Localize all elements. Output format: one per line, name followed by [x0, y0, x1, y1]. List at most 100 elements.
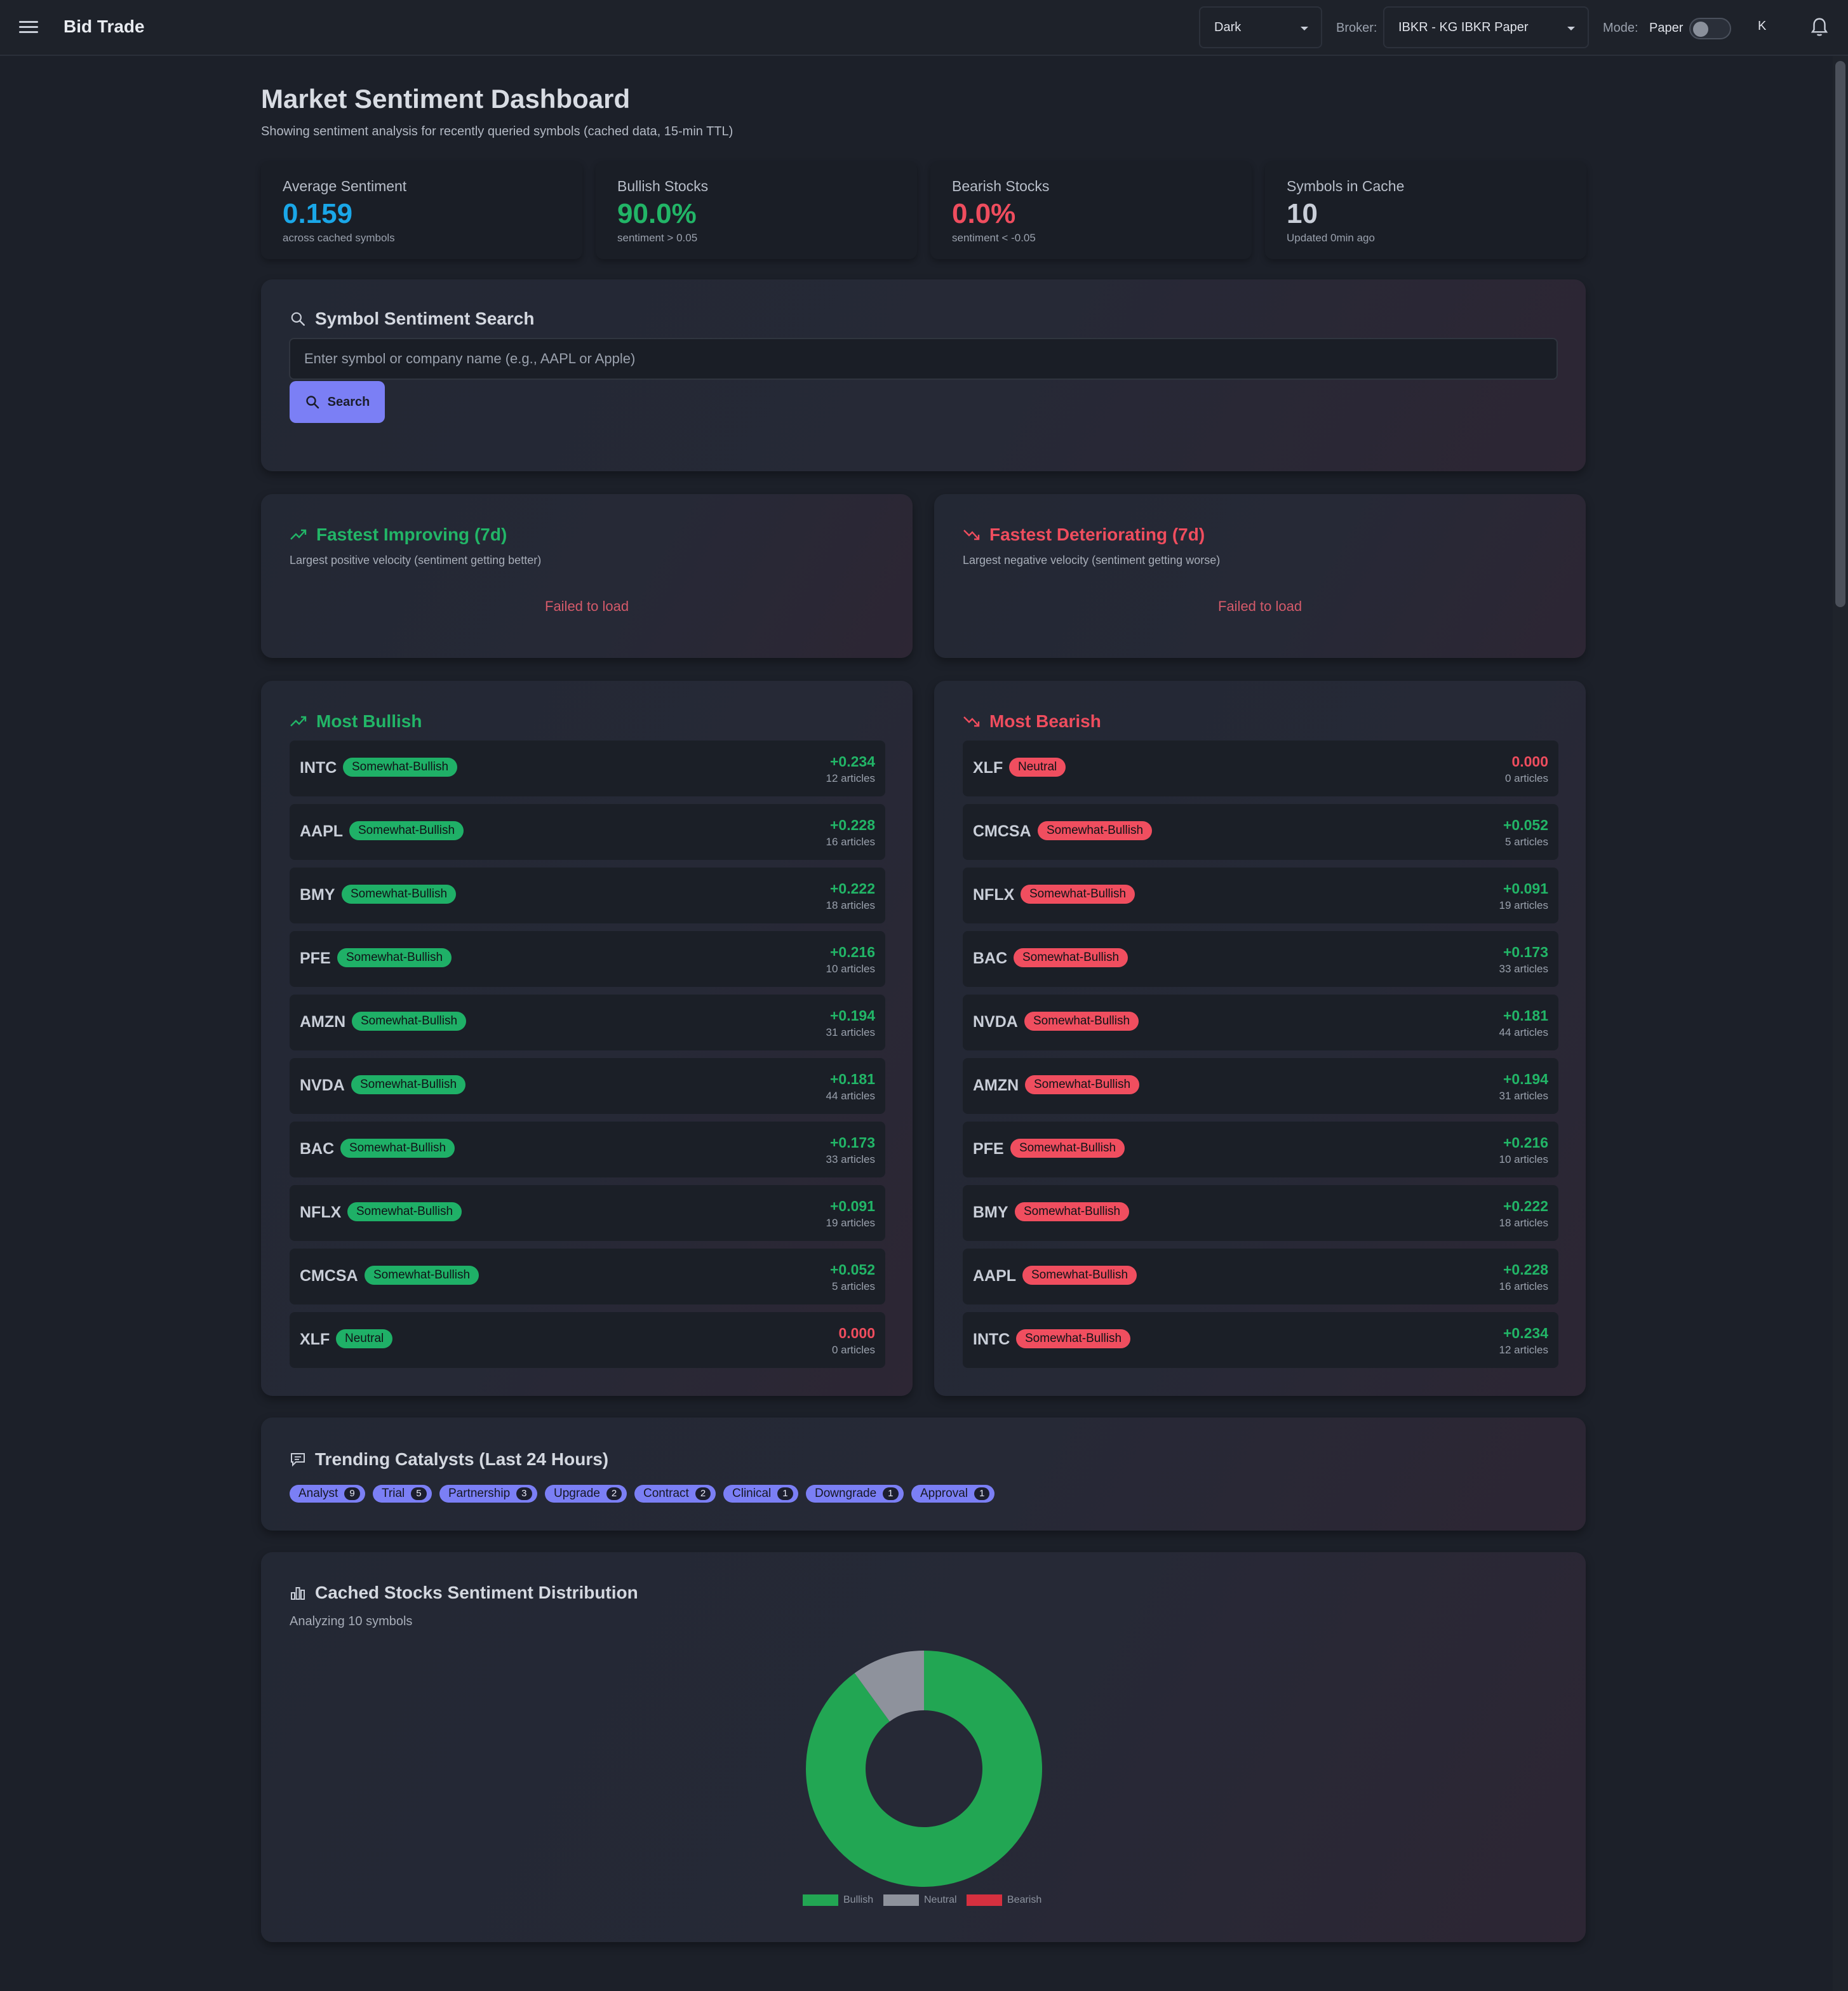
sentiment-row-amzn[interactable]: AMZN Somewhat-Bullish +0.194 31 articles	[963, 1058, 1558, 1114]
sentiment-row-pfe[interactable]: PFE Somewhat-Bullish +0.216 10 articles	[290, 931, 885, 987]
sentiment-row-cmcsa[interactable]: CMCSA Somewhat-Bullish +0.052 5 articles	[290, 1249, 885, 1304]
sentiment-badge: Somewhat-Bullish	[1010, 1139, 1125, 1158]
catalyst-label: Partnership	[448, 1487, 511, 1500]
mode-value: Paper	[1649, 21, 1684, 35]
theme-select[interactable]: Dark	[1199, 6, 1322, 48]
stat-title: Bullish Stocks	[617, 178, 709, 194]
row-article-count: 31 articles	[1499, 1090, 1548, 1102]
sentiment-row-amzn[interactable]: AMZN Somewhat-Bullish +0.194 31 articles	[290, 995, 885, 1050]
bell-icon[interactable]	[1810, 17, 1829, 38]
row-symbol: AMZN	[973, 1076, 1019, 1094]
search-title-text: Symbol Sentiment Search	[315, 309, 535, 328]
stat-card-average-sentiment: Average Sentiment 0.159 across cached sy…	[261, 161, 582, 259]
fastest-improving-title: Fastest Improving (7d)	[290, 525, 507, 545]
row-article-count: 10 articles	[1499, 1153, 1548, 1165]
sentiment-badge: Somewhat-Bullish	[1015, 1202, 1130, 1221]
trending-up-icon	[290, 716, 307, 727]
row-article-count: 12 articles	[826, 772, 875, 784]
sentiment-row-bac[interactable]: BAC Somewhat-Bullish +0.173 33 articles	[963, 931, 1558, 987]
sentiment-row-intc[interactable]: INTC Somewhat-Bullish +0.234 12 articles	[290, 741, 885, 796]
row-article-count: 5 articles	[831, 1280, 875, 1292]
sentiment-donut-chart	[806, 1651, 1042, 1887]
catalyst-pill-clinical[interactable]: Clinical 1	[723, 1485, 798, 1503]
sentiment-row-nflx[interactable]: NFLX Somewhat-Bullish +0.091 19 articles	[290, 1185, 885, 1241]
sentiment-row-xlf[interactable]: XLF Neutral 0.000 0 articles	[290, 1312, 885, 1368]
sentiment-row-xlf[interactable]: XLF Neutral 0.000 0 articles	[963, 741, 1558, 796]
row-article-count: 18 articles	[826, 899, 875, 911]
stat-sub: sentiment < -0.05	[952, 232, 1036, 244]
sentiment-row-intc[interactable]: INTC Somewhat-Bullish +0.234 12 articles	[963, 1312, 1558, 1368]
sentiment-row-aapl[interactable]: AAPL Somewhat-Bullish +0.228 16 articles	[963, 1249, 1558, 1304]
legend-item-bullish[interactable]: Bullish	[803, 1894, 873, 1906]
sentiment-badge: Somewhat-Bullish	[1022, 1266, 1137, 1285]
catalyst-pill-analyst[interactable]: Analyst 9	[290, 1485, 365, 1503]
legend-swatch-neutral	[883, 1894, 919, 1906]
stat-value: 90.0%	[617, 198, 697, 229]
sentiment-row-aapl[interactable]: AAPL Somewhat-Bullish +0.228 16 articles	[290, 804, 885, 860]
broker-select[interactable]: IBKR - KG IBKR Paper	[1383, 6, 1589, 48]
search-icon	[305, 396, 319, 409]
sentiment-row-nvda[interactable]: NVDA Somewhat-Bullish +0.181 44 articles	[290, 1058, 885, 1114]
stat-card-bearish-stocks: Bearish Stocks 0.0% sentiment < -0.05	[930, 161, 1252, 259]
row-score: +0.228	[830, 817, 875, 833]
row-article-count: 44 articles	[826, 1090, 875, 1102]
legend-item-neutral[interactable]: Neutral	[883, 1894, 957, 1906]
catalyst-pill-approval[interactable]: Approval 1	[911, 1485, 995, 1503]
legend-label-neutral: Neutral	[924, 1894, 957, 1905]
catalyst-count: 1	[974, 1487, 990, 1500]
catalyst-pill-contract[interactable]: Contract 2	[634, 1485, 716, 1503]
catalyst-pill-upgrade[interactable]: Upgrade 2	[545, 1485, 627, 1503]
donut-slice-bullish[interactable]	[806, 1651, 1042, 1887]
row-score: +0.216	[830, 944, 875, 960]
most-bullish-title-text: Most Bullish	[316, 711, 422, 731]
sentiment-row-pfe[interactable]: PFE Somewhat-Bullish +0.216 10 articles	[963, 1122, 1558, 1177]
app-brand[interactable]: Bid Trade	[64, 17, 145, 36]
catalyst-label: Downgrade	[815, 1487, 877, 1500]
user-avatar[interactable]: K	[1758, 19, 1767, 33]
row-symbol: NVDA	[973, 1013, 1018, 1031]
sentiment-row-nflx[interactable]: NFLX Somewhat-Bullish +0.091 19 articles	[963, 868, 1558, 923]
sentiment-row-bmy[interactable]: BMY Somewhat-Bullish +0.222 18 articles	[963, 1185, 1558, 1241]
row-score: +0.052	[830, 1261, 875, 1278]
hamburger-menu-icon[interactable]	[19, 18, 38, 37]
toggle-knob	[1693, 22, 1708, 37]
sentiment-row-bac[interactable]: BAC Somewhat-Bullish +0.173 33 articles	[290, 1122, 885, 1177]
row-score: +0.194	[1503, 1071, 1548, 1087]
most-bearish-title: Most Bearish	[963, 711, 1101, 732]
sentiment-badge: Somewhat-Bullish	[365, 1266, 479, 1285]
donut-slice-neutral[interactable]	[854, 1651, 924, 1722]
row-article-count: 19 articles	[1499, 899, 1548, 911]
legend-item-bearish[interactable]: Bearish	[967, 1894, 1041, 1906]
stat-title: Bearish Stocks	[952, 178, 1050, 194]
catalyst-count: 1	[777, 1487, 793, 1500]
search-button[interactable]: Search	[290, 381, 385, 423]
catalyst-count: 5	[411, 1487, 427, 1500]
broker-select-value: IBKR - KG IBKR Paper	[1398, 20, 1529, 34]
row-article-count: 16 articles	[826, 836, 875, 848]
row-article-count: 19 articles	[826, 1217, 875, 1229]
catalyst-pill-partnership[interactable]: Partnership 3	[439, 1485, 537, 1503]
fastest-deteriorating-title-text: Fastest Deteriorating (7d)	[989, 525, 1205, 544]
legend-label-bearish: Bearish	[1007, 1894, 1042, 1905]
search-card-title: Symbol Sentiment Search	[290, 309, 534, 329]
sentiment-row-bmy[interactable]: BMY Somewhat-Bullish +0.222 18 articles	[290, 868, 885, 923]
catalyst-pill-trial[interactable]: Trial 5	[373, 1485, 432, 1503]
trending-catalysts-card	[261, 1418, 1586, 1531]
fastest-improving-error: Failed to load	[545, 598, 629, 614]
row-symbol: AMZN	[300, 1013, 346, 1031]
row-symbol: XLF	[300, 1331, 330, 1348]
stat-sub: sentiment > 0.05	[617, 232, 698, 244]
scrollbar-thumb[interactable]	[1835, 61, 1845, 607]
sentiment-badge: Neutral	[1009, 758, 1066, 777]
symbol-search-input[interactable]	[289, 338, 1558, 380]
sentiment-row-cmcsa[interactable]: CMCSA Somewhat-Bullish +0.052 5 articles	[963, 804, 1558, 860]
sentiment-row-nvda[interactable]: NVDA Somewhat-Bullish +0.181 44 articles	[963, 995, 1558, 1050]
row-symbol: PFE	[973, 1140, 1004, 1158]
catalyst-pill-downgrade[interactable]: Downgrade 1	[806, 1485, 904, 1503]
mode-toggle[interactable]	[1689, 18, 1731, 39]
row-symbol: INTC	[300, 759, 337, 777]
fastest-deteriorating-error: Failed to load	[1218, 598, 1302, 614]
stat-value: 0.0%	[952, 198, 1016, 229]
catalyst-label: Contract	[643, 1487, 689, 1500]
row-score: +0.222	[830, 880, 875, 897]
